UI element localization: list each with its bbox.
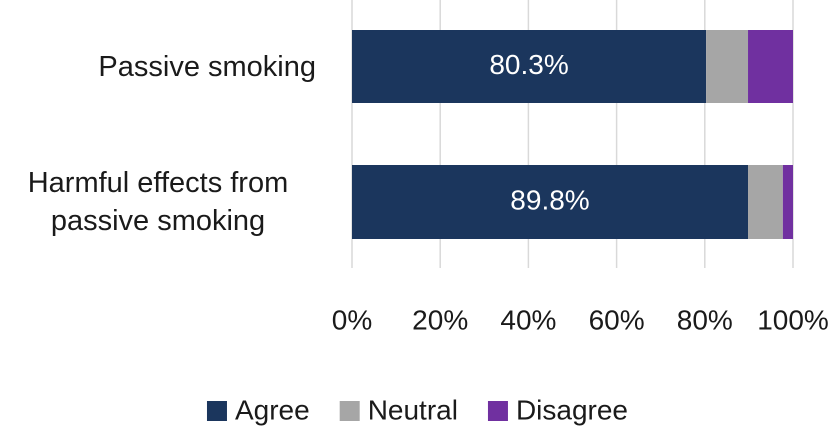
bar-segment (748, 165, 783, 239)
x-tick-label: 40% (500, 304, 556, 335)
bar-segment (748, 30, 793, 103)
data-label: 89.8% (510, 184, 589, 215)
legend-swatch (206, 401, 227, 421)
bar-segment (352, 165, 749, 239)
x-tick-label: 0% (332, 304, 372, 335)
bar-segment (782, 165, 793, 239)
legend-swatch (487, 401, 508, 421)
legend-label: Disagree (516, 394, 628, 425)
legend-swatch (339, 401, 360, 421)
category-label: Harmful effects from passive smoking (27, 167, 289, 237)
x-tick-label: 60% (589, 304, 645, 335)
x-tick-label: 20% (412, 304, 468, 335)
data-label: 80.3% (489, 49, 568, 80)
bar-segment (706, 30, 749, 103)
legend-label: Agree (235, 394, 310, 425)
legend-label: Neutral (368, 394, 458, 425)
bar-segment (352, 30, 707, 103)
x-tick-label: 100% (757, 304, 829, 335)
category-label: Passive smoking (98, 50, 316, 83)
x-tick-label: 80% (677, 304, 733, 335)
